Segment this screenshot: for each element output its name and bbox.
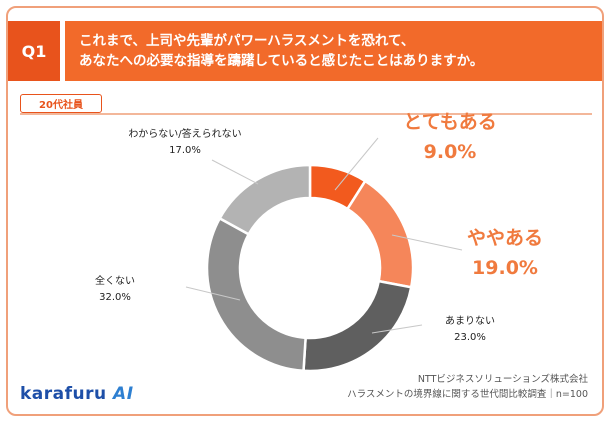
donut-slice-4 xyxy=(218,163,312,236)
slice-name-2: あまりない xyxy=(445,316,495,327)
slice-label-3: 全くない 32.0% xyxy=(95,274,135,306)
slice-name-3: 全くない xyxy=(95,276,135,287)
question-number-badge: Q1 xyxy=(8,21,60,81)
karafuru-ai-logo: karafuru AI xyxy=(20,384,134,404)
source-footer: NTTビジネスソリューションズ株式会社 ハラスメントの境界線に関する世代間比較調… xyxy=(347,372,588,402)
slice-label-0: とてもある 9.0% xyxy=(403,107,496,167)
leader-line-3 xyxy=(185,286,241,301)
leader-line-2 xyxy=(371,324,423,334)
leader-line-4 xyxy=(211,159,259,185)
leader-line-1 xyxy=(391,234,463,251)
slice-value-2: 23.0% xyxy=(454,332,486,343)
slice-value-1: 19.0% xyxy=(472,257,538,279)
slice-label-1: ややある 19.0% xyxy=(467,223,543,283)
donut-slice-2 xyxy=(302,279,413,373)
donut-slice-3 xyxy=(205,216,307,373)
respondent-group-tag: 20代社員 xyxy=(20,94,102,113)
slice-value-3: 32.0% xyxy=(99,292,131,303)
header-divider xyxy=(20,113,592,115)
donut-slice-1 xyxy=(345,179,415,289)
leader-line-0 xyxy=(334,137,379,191)
source-company: NTTビジネスソリューションズ株式会社 xyxy=(417,374,588,385)
slice-name-0: とてもある xyxy=(403,111,497,133)
slice-label-2: あまりない 23.0% xyxy=(445,314,495,346)
question-header: Q1 これまで、上司や先輩がパワーハラスメントを恐れて、 あなたへの必要な指導を… xyxy=(8,21,602,81)
slice-value-4: 17.0% xyxy=(169,145,201,156)
slice-name-4: わからない/答えられない xyxy=(128,129,242,140)
slice-name-1: ややある xyxy=(466,227,544,249)
source-survey: ハラスメントの境界線に関する世代間比較調査｜n=100 xyxy=(347,389,588,400)
slice-label-4: わからない/答えられない 17.0% xyxy=(128,127,241,159)
question-line-1: これまで、上司や先輩がパワーハラスメントを恐れて、 xyxy=(79,33,415,49)
question-line-2: あなたへの必要な指導を躊躇していると感じたことはありますか。 xyxy=(79,53,484,69)
question-text: これまで、上司や先輩がパワーハラスメントを恐れて、 あなたへの必要な指導を躊躇し… xyxy=(65,21,602,81)
slice-value-0: 9.0% xyxy=(423,141,477,163)
